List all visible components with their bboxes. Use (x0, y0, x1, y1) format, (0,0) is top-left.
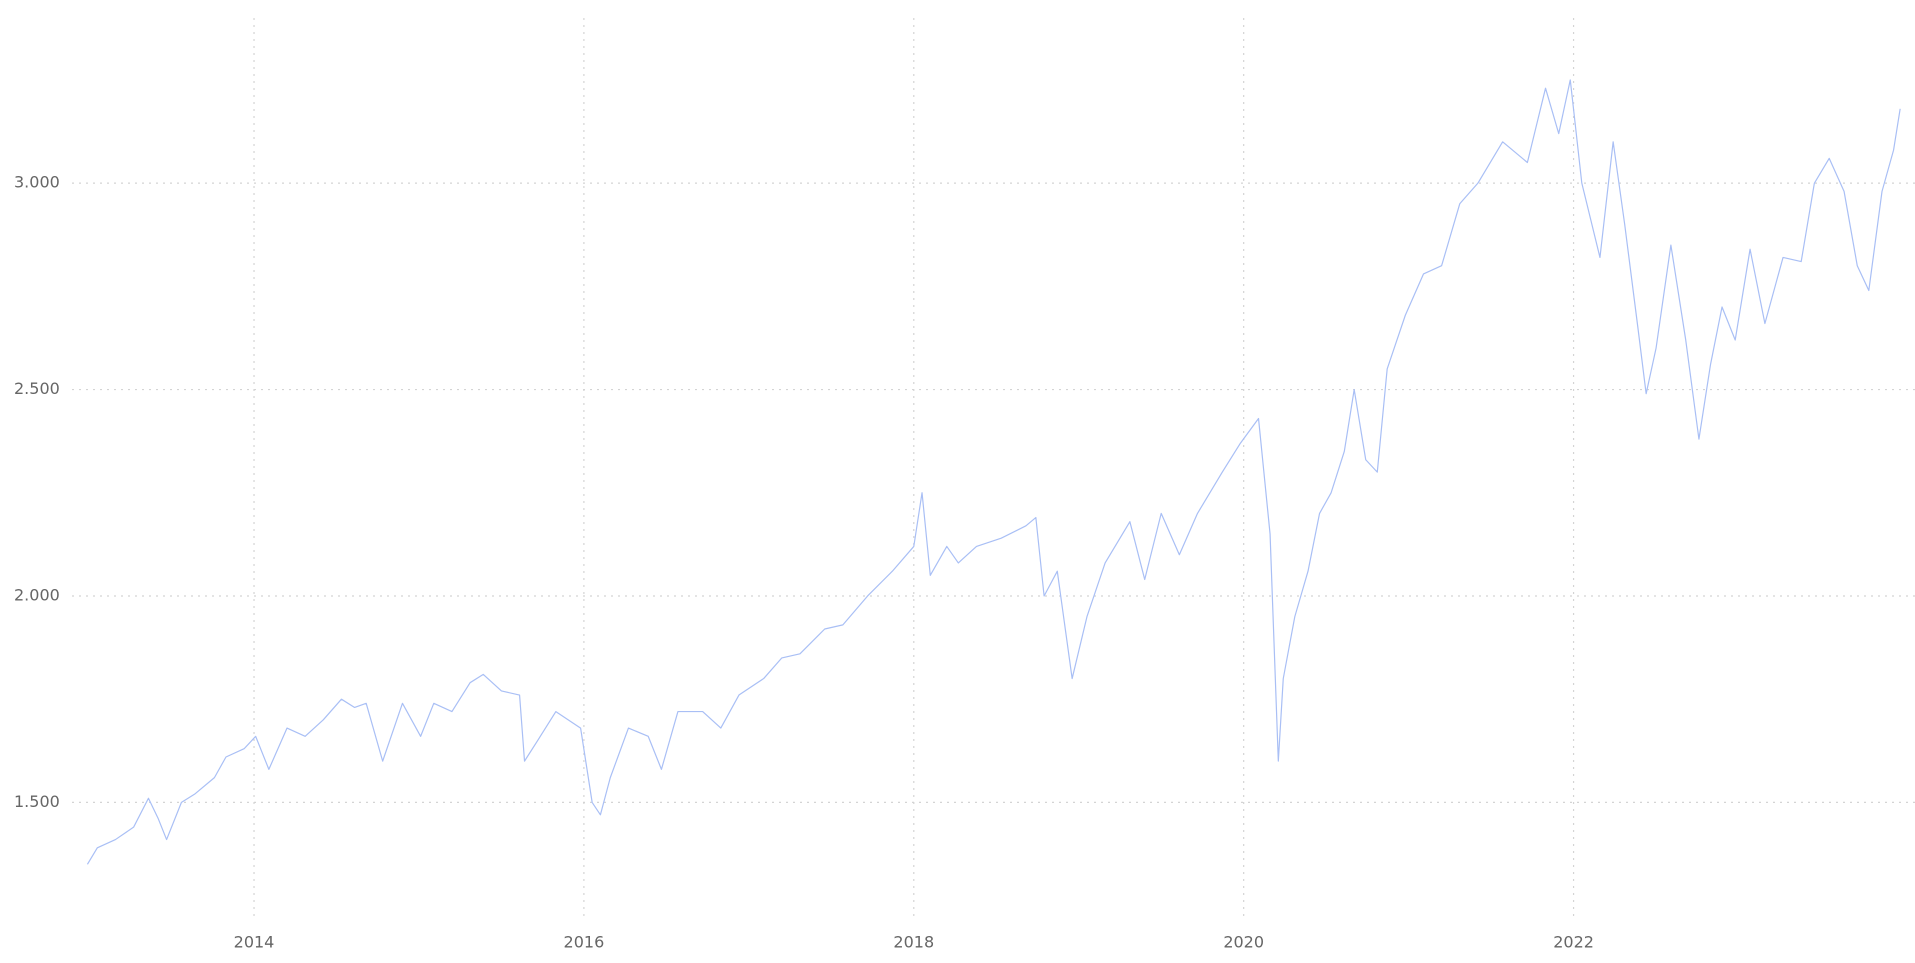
y-tick-label: 2.500 (14, 379, 60, 398)
x-tick-label: 2022 (1553, 933, 1594, 952)
x-tick-label: 2018 (893, 933, 934, 952)
series-line (86, 79, 1901, 865)
y-tick-label: 3.000 (14, 173, 60, 192)
x-tick-label: 2020 (1223, 933, 1264, 952)
x-tick-label: 2014 (234, 933, 275, 952)
y-tick-label: 1.500 (14, 792, 60, 811)
x-tick-label: 2016 (564, 933, 605, 952)
y-tick-label: 2.000 (14, 585, 60, 604)
